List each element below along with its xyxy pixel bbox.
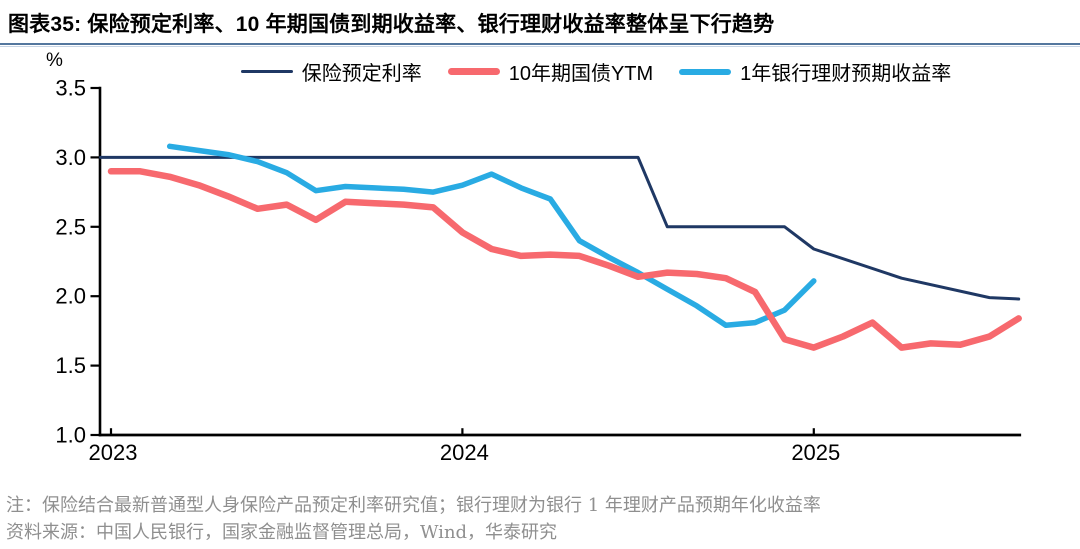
legend-label-cgb-10y: 10年期国债YTM [508,63,654,85]
y-tick-label: 1.0 [55,423,86,448]
y-tick-label: 3.5 [55,76,86,101]
title-rule [0,43,1080,47]
y-axis: 3.5 3.0 2.5 2.0 1.5 1.0 [55,76,102,448]
x-tick-label: 2023 [89,440,138,465]
y-tick-label: 1.5 [55,353,86,378]
x-axis: 2023 2024 2025 [89,428,1022,465]
legend-label-bank-wmp: 1年银行理财预期收益率 [740,63,952,85]
series-line-insurance-predetermined-rate [99,155,1021,301]
title-rule-dark-line [0,43,1080,45]
legend-swatch-cgb-10y [447,68,500,75]
x-tick-label: 2025 [791,440,840,465]
chart-note: 注：保险结合最新普通型人身保险产品预定利率研究值；银行理财为银行 1 年理财产品… [6,495,821,516]
chart-legend: 保险预定利率 10年期国债YTM 1年银行理财预期收益率 [112,57,1080,86]
legend-label-insurance-rate: 保险预定利率 [301,63,422,85]
series-line-bank-wmp-1y-expected-yield [166,143,817,329]
legend-item-bank-wmp: 1年银行理财预期收益率 [679,57,951,86]
legend-swatch-bank-wmp [679,68,732,75]
page-title: 图表35: 保险预定利率、10 年期国债到期收益率、银行理财收益率整体呈下行趋势 [8,13,775,36]
legend-item-insurance-rate: 保险预定利率 [240,57,422,86]
y-tick-label: 3.0 [55,145,86,170]
line-chart: % 3.5 3.0 2.5 2.0 1.5 1.0 2023 2024 2025 [46,50,1022,465]
legend-swatch-insurance-rate [240,70,293,73]
series-lines [99,143,1022,351]
series-line-cgb-10y-ytm [107,168,1022,351]
y-tick-label: 2.5 [55,214,86,239]
y-tick-label: 2.0 [55,284,86,309]
title-rule-light-line [0,46,1080,47]
chart-source: 资料来源：中国人民银行，国家金融监督管理总局，Wind，华泰研究 [6,522,558,543]
x-tick-label: 2024 [440,440,489,465]
y-axis-unit-label: % [46,50,63,71]
legend-item-cgb-10y: 10年期国债YTM [447,57,654,86]
chart-footer: 注：保险结合最新普通型人身保险产品预定利率研究值；银行理财为银行 1 年理财产品… [6,492,1074,546]
